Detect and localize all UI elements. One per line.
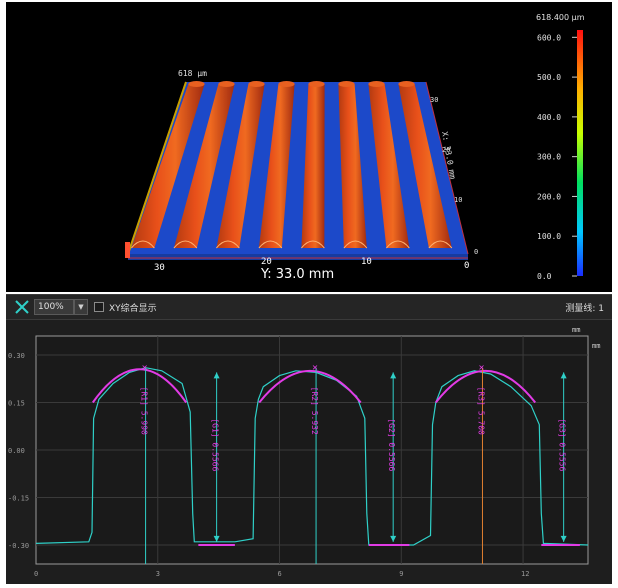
ridge-end <box>301 240 325 249</box>
y-tick-label: -0.15 <box>8 495 29 503</box>
y-axis-label: Y: 33.0 mm <box>260 267 334 282</box>
fitted-arc <box>258 369 362 404</box>
ridge-top <box>188 81 205 87</box>
ridge <box>173 84 235 248</box>
ridge-top <box>218 81 235 87</box>
measurements: × [R1] 5.990 [G1] 0.5566 × [R2] 5.932 [G2] 0.… <box>140 363 567 564</box>
surface-ridges <box>131 81 453 249</box>
side-tick-20: 20 <box>442 146 450 154</box>
colorbar-tick-label: 600.0 <box>537 33 561 42</box>
measure-label-g2: [G2] 0.5566 <box>387 418 396 471</box>
ridge <box>338 84 367 248</box>
cross-section-icon[interactable] <box>14 299 30 315</box>
grid <box>36 336 588 564</box>
arrow-up-icon <box>390 372 397 379</box>
fitted-arc <box>92 368 187 404</box>
ridge <box>301 84 325 248</box>
ridge-end <box>343 240 368 249</box>
3d-surface-view[interactable]: 618 µm Y: 33.0 mm 30 20 10 0 X: 33.0 mm … <box>6 2 612 292</box>
measure-label-g3: [G3] 0.5556 <box>558 418 567 471</box>
measure-line-count: 测量线: 1 <box>565 304 604 314</box>
arrow-up-icon <box>213 372 220 379</box>
ridge-end <box>131 240 155 249</box>
ridge <box>398 84 452 248</box>
x-tick-label: 9 <box>399 570 403 578</box>
arrow-up-icon <box>560 372 567 379</box>
ridge-top <box>338 81 355 87</box>
colorbar-tick-label: 0.0 <box>537 272 552 281</box>
y-tick-label: -0.30 <box>8 542 29 550</box>
apex-marker: × <box>478 363 484 374</box>
x-tick-30: 30 <box>154 263 165 273</box>
x-ticks: 0 3 6 9 12 <box>34 570 529 578</box>
ridge-end <box>216 240 240 249</box>
colorbar-tick-label: 200.0 <box>537 192 561 201</box>
x-tick-label: 3 <box>156 570 160 578</box>
unit-right: mm <box>592 342 600 350</box>
width-label: 618 µm <box>178 69 207 78</box>
profile-panel[interactable]: mm mm 0.30 0.15 0.00 -0.15 -0.30 0 3 6 9 12 × [R1… <box>6 320 612 584</box>
xy-overlay-label: XY综合显示 <box>109 304 157 314</box>
y-tick-label: 0.30 <box>8 352 25 360</box>
ridge-top <box>248 81 265 87</box>
apex-marker: × <box>142 363 148 374</box>
ridge-top <box>308 81 325 87</box>
arrow-down-icon <box>560 535 567 542</box>
colorbar-max-label: 618.400 µm <box>536 13 585 22</box>
ridge <box>216 84 265 248</box>
ridge-end <box>428 240 453 249</box>
ridge-end <box>173 240 198 249</box>
x-tick-10: 10 <box>361 257 372 267</box>
ridge-top <box>278 81 295 87</box>
y-tick-label: 0.15 <box>8 400 25 408</box>
colorbar-tick-label: 300.0 <box>537 153 561 162</box>
ridge-end <box>258 240 283 249</box>
side-tick-0: 0 <box>474 248 478 256</box>
y-ticks: 0.30 0.15 0.00 -0.15 -0.30 <box>8 352 29 550</box>
arrow-down-icon <box>213 535 220 542</box>
ridge <box>131 84 205 248</box>
ridge <box>258 84 295 248</box>
colorbar <box>577 30 583 276</box>
measure-label-g1: [G1] 0.5566 <box>211 418 220 471</box>
x-tick-0: 0 <box>464 261 469 271</box>
measure-label-r1: [R1] 5.990 <box>140 387 149 435</box>
side-tick-10: 10 <box>454 196 462 204</box>
measure-label-r3: [R3] 5.700 <box>476 387 485 435</box>
measure-label-r2: [R2] 5.932 <box>310 387 319 435</box>
ridge-top <box>368 81 385 87</box>
fitted-arc <box>435 369 537 404</box>
apex-marker: × <box>312 363 318 374</box>
x-tick-label: 6 <box>278 570 282 578</box>
surface-base-edge <box>128 254 468 260</box>
x-tick-20: 20 <box>261 257 272 267</box>
colorbar-tick-label: 500.0 <box>537 73 561 82</box>
profile-chart[interactable]: mm mm 0.30 0.15 0.00 -0.15 -0.30 0 3 6 9 12 × [R1… <box>6 320 612 584</box>
colorbar-tick-label: 400.0 <box>537 113 561 122</box>
profile-toolbar: 100% ▼ XY综合显示 测量线: 1 <box>6 294 612 320</box>
xy-overlay-checkbox[interactable] <box>94 302 104 312</box>
colorbar-ticks: 600.0 500.0 400.0 300.0 200.0 100.0 0.0 <box>537 33 577 281</box>
3d-surface-canvas[interactable]: 618 µm Y: 33.0 mm 30 20 10 0 X: 33.0 mm … <box>6 2 612 292</box>
ridge-top <box>398 81 415 87</box>
zoom-select[interactable]: 100% <box>34 299 74 315</box>
arrow-down-icon <box>390 535 397 542</box>
x-tick-label: 0 <box>34 570 38 578</box>
colorbar-tick-label: 100.0 <box>537 232 561 241</box>
y-tick-label: 0.00 <box>8 447 25 455</box>
ridge-end <box>386 240 410 249</box>
side-tick-30: 30 <box>430 96 438 104</box>
ridge <box>368 84 410 248</box>
chevron-down-icon[interactable]: ▼ <box>74 299 88 315</box>
unit-top: mm <box>572 326 580 334</box>
x-tick-label: 12 <box>521 570 529 578</box>
